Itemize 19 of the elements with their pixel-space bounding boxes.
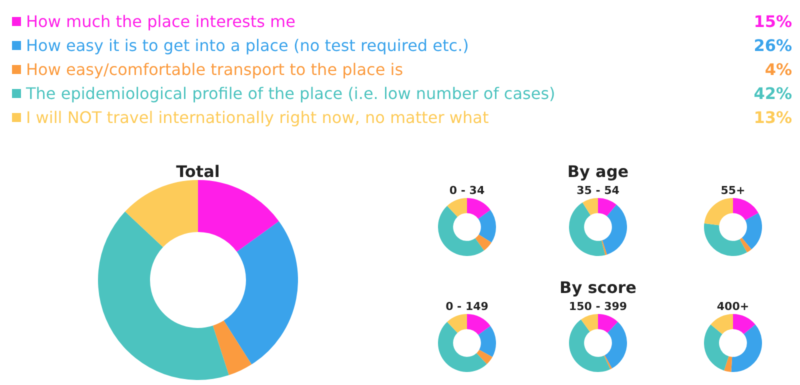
chart-subtitle: By score xyxy=(558,278,638,297)
chart-title: 0 - 34 xyxy=(448,184,486,197)
chart-subtitle: By age xyxy=(566,162,630,181)
chart-title: 150 - 399 xyxy=(568,300,628,313)
chart-title: 400+ xyxy=(716,300,750,313)
data-label: 4% xyxy=(764,59,792,81)
legend-label: How much the place interests me xyxy=(25,11,296,33)
text: Total xyxy=(175,162,221,181)
data-label: 42% xyxy=(754,83,792,105)
chart-title: 0 - 149 xyxy=(444,300,490,313)
data-label: 13% xyxy=(754,107,792,129)
data-label: 26% xyxy=(754,35,792,57)
chart-title: 55+ xyxy=(720,184,746,197)
legend-label: How easy it is to get into a place (no test required etc.) xyxy=(25,35,469,57)
chart-title: 35 - 54 xyxy=(576,184,620,197)
data-label: 15% xyxy=(754,11,792,33)
legend-label: How easy/comfortable transport to the place is xyxy=(25,59,404,81)
legend-label: The epidemiological profile of the place (i.e. low number of cases) xyxy=(25,83,556,105)
legend-label: I will NOT travel internationally right now, no matter what xyxy=(25,107,489,129)
